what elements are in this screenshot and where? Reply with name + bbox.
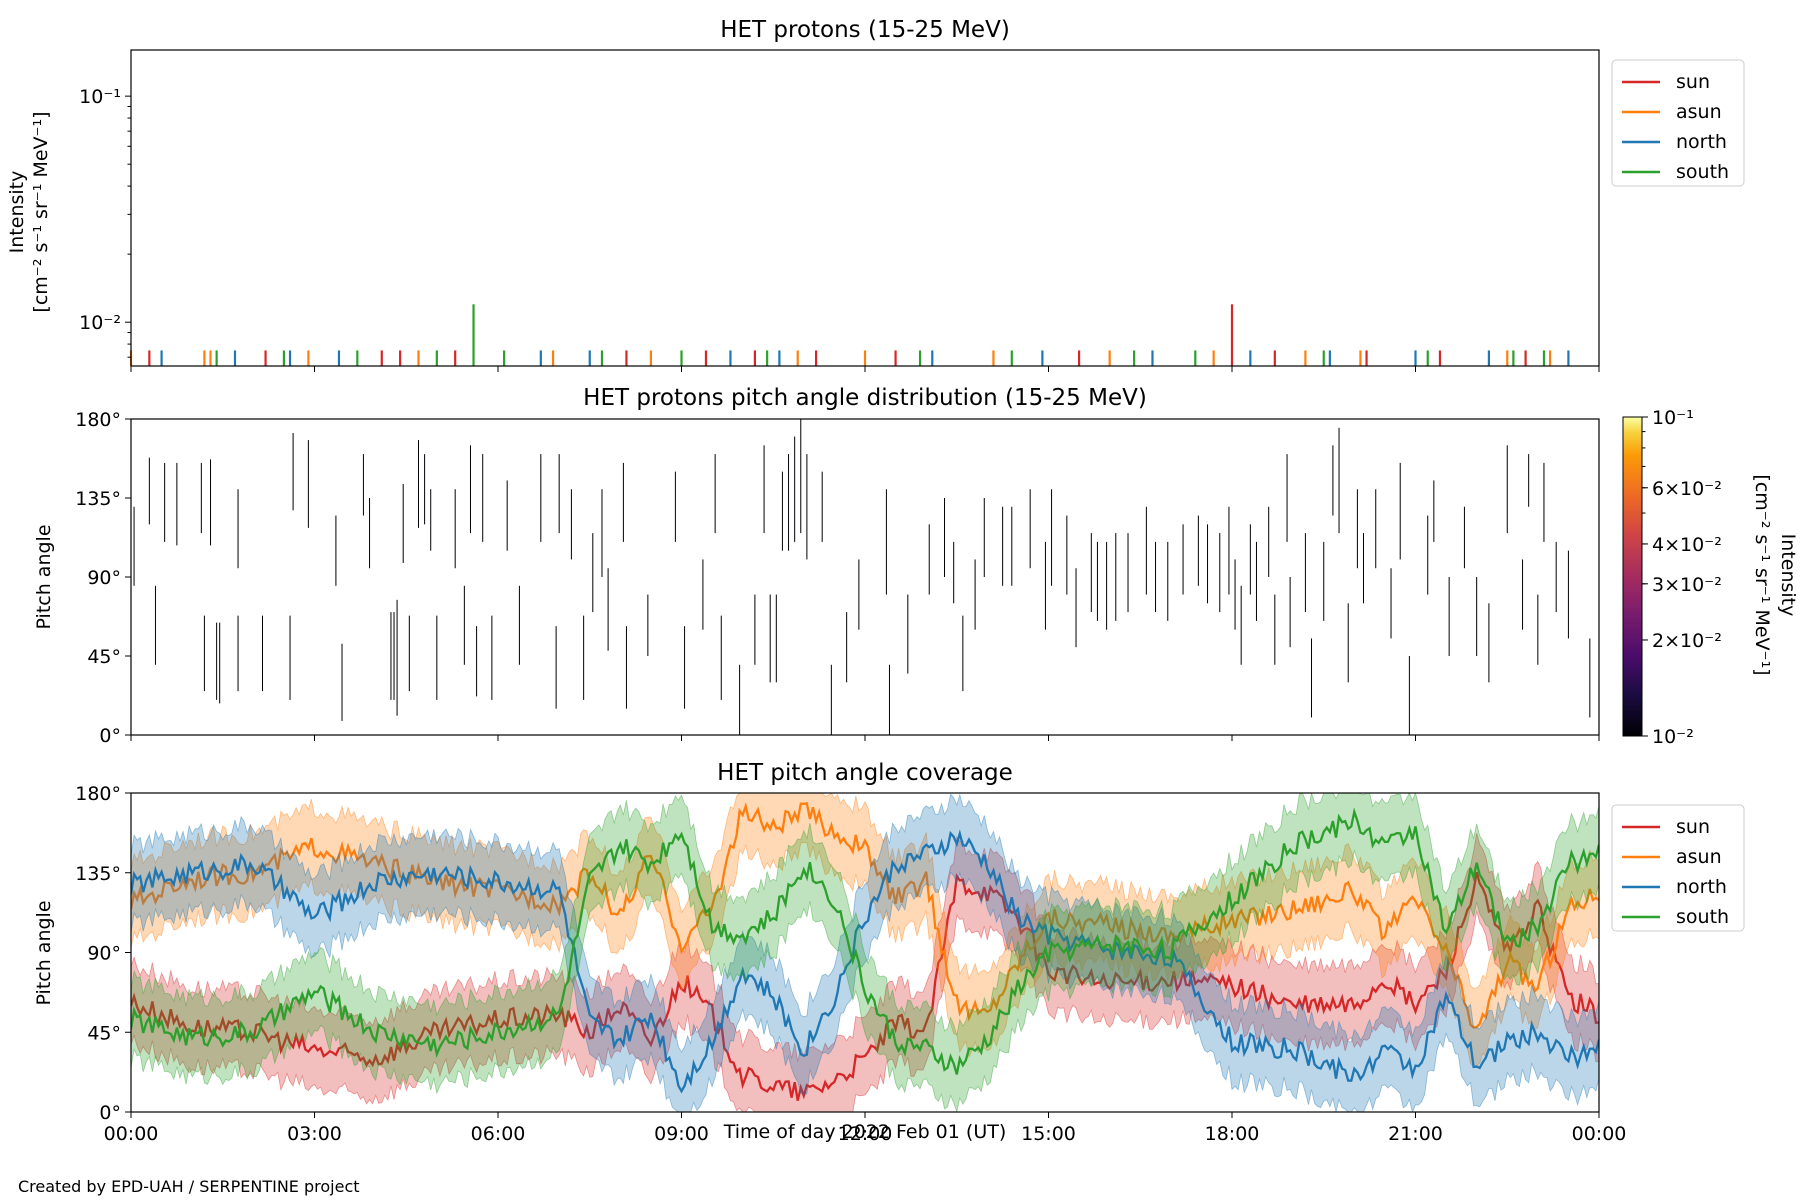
coverage-band-sun bbox=[131, 833, 1599, 1112]
panel2-ylabel: Pitch angle bbox=[33, 524, 55, 629]
colorbar-label-line2: [cm⁻² s⁻¹ sr⁻¹ MeV⁻¹] bbox=[1751, 474, 1773, 675]
legend-label-sun: sun bbox=[1676, 816, 1710, 838]
panel1-legend: sun asun north south bbox=[1611, 59, 1745, 187]
coverage-band-asun bbox=[131, 793, 1599, 1067]
panel3-xtick-label: 21:00 bbox=[1388, 1123, 1443, 1145]
panel2-ytick-label: 0° bbox=[99, 725, 121, 747]
panel3-xtick-label: 15:00 bbox=[1021, 1123, 1076, 1145]
panel3-xtick-label: 03:00 bbox=[287, 1123, 342, 1145]
panel3-ytick-label: 135° bbox=[75, 863, 121, 885]
panel2-ytick-label: 45° bbox=[87, 646, 121, 668]
coverage-line-north bbox=[131, 829, 1599, 1094]
panel1-ytick-label: 10⁻² bbox=[79, 312, 121, 334]
colorbar-tick-label: 10⁻¹ bbox=[1652, 407, 1694, 429]
panel3-xtick-label: 09:00 bbox=[654, 1123, 709, 1145]
legend-label-asun: asun bbox=[1676, 101, 1722, 123]
panel3-legend: sun asun north south bbox=[1611, 804, 1745, 932]
pitch-angle-distribution-panel: HET protons pitch angle distribution (15… bbox=[33, 385, 1799, 748]
panel3-ytick-label: 0° bbox=[99, 1102, 121, 1124]
panel3-xtick-label: 00:00 bbox=[104, 1123, 159, 1145]
panel3-ytick-label: 90° bbox=[87, 943, 121, 965]
colorbar-tick-label: 4×10⁻² bbox=[1652, 534, 1722, 556]
colorbar-tick-label: 3×10⁻² bbox=[1652, 574, 1722, 596]
legend-label-asun: asun bbox=[1676, 846, 1722, 868]
colorbar-gradient bbox=[1622, 416, 1643, 737]
colorbar-tick-label: 2×10⁻² bbox=[1652, 630, 1722, 652]
legend-label-south: south bbox=[1676, 906, 1729, 928]
panel3-xtick-label: 12:00 bbox=[838, 1123, 893, 1145]
credit-text: Created by EPD-UAH / SERPENTINE project bbox=[18, 1177, 360, 1196]
panel3-xtick-label: 06:00 bbox=[471, 1123, 526, 1145]
distribution-plot-area: 0° 45° 90° 135° 180° bbox=[75, 409, 1600, 747]
panel3-xtick-label: 00:00 bbox=[1572, 1123, 1627, 1145]
intensity-plot-area: 10⁻² 10⁻¹ bbox=[79, 49, 1600, 372]
colorbar: 10⁻² 2×10⁻² 3×10⁻² 4×10⁻² 6×10⁻² 10⁻¹ bbox=[1622, 407, 1722, 748]
coverage-band-south bbox=[131, 793, 1599, 1112]
panel1-title: HET protons (15-25 MeV) bbox=[720, 17, 1010, 43]
coverage-line-asun bbox=[131, 801, 1599, 1029]
panel2-ytick-label: 90° bbox=[87, 567, 121, 589]
legend-box bbox=[1611, 59, 1745, 187]
legend-label-sun: sun bbox=[1676, 71, 1710, 93]
panel1-ylabel-line1: Intensity bbox=[6, 171, 28, 254]
coverage-plot-area: 0° 45° 90° 135° 180° 00:00 03:00 06:00 09:00 12:0… bbox=[75, 783, 1626, 1145]
legend-box bbox=[1611, 804, 1745, 932]
panel3-ytick-label: 180° bbox=[75, 783, 121, 805]
coverage-line-south bbox=[131, 807, 1599, 1075]
colorbar-label-line1: Intensity bbox=[1777, 534, 1799, 617]
panel2-ytick-label: 180° bbox=[75, 409, 121, 431]
colorbar-tick-label: 6×10⁻² bbox=[1652, 478, 1722, 500]
panel3-title: HET pitch angle coverage bbox=[717, 760, 1013, 786]
coverage-line-sun bbox=[131, 871, 1599, 1101]
pitch-angle-coverage-panel: HET pitch angle coverage 0° 45° 90° 135° 180… bbox=[33, 760, 1745, 1145]
panel3-ytick-label: 45° bbox=[87, 1022, 121, 1044]
legend-label-north: north bbox=[1676, 131, 1727, 153]
panel1-ytick-label: 10⁻¹ bbox=[79, 86, 121, 108]
coverage-series-group bbox=[131, 793, 1599, 1112]
panel2-ytick-label: 135° bbox=[75, 488, 121, 510]
intensity-panel: HET protons (15-25 MeV) 10⁻² 10⁻¹ Intensi… bbox=[6, 17, 1745, 372]
panel3-xtick-label: 18:00 bbox=[1205, 1123, 1260, 1145]
legend-label-south: south bbox=[1676, 161, 1729, 183]
colorbar-tick-label: 10⁻² bbox=[1652, 726, 1694, 748]
x-axis-label: Time of day 2022 Feb 01 (UT) bbox=[723, 1121, 1007, 1143]
panel2-title: HET protons pitch angle distribution (15… bbox=[583, 385, 1147, 411]
coverage-band-north bbox=[131, 793, 1599, 1112]
panel1-ylabel-line2: [cm⁻² s⁻¹ sr⁻¹ MeV⁻¹] bbox=[30, 111, 52, 312]
legend-label-north: north bbox=[1676, 876, 1727, 898]
panel3-ylabel: Pitch angle bbox=[33, 900, 55, 1005]
